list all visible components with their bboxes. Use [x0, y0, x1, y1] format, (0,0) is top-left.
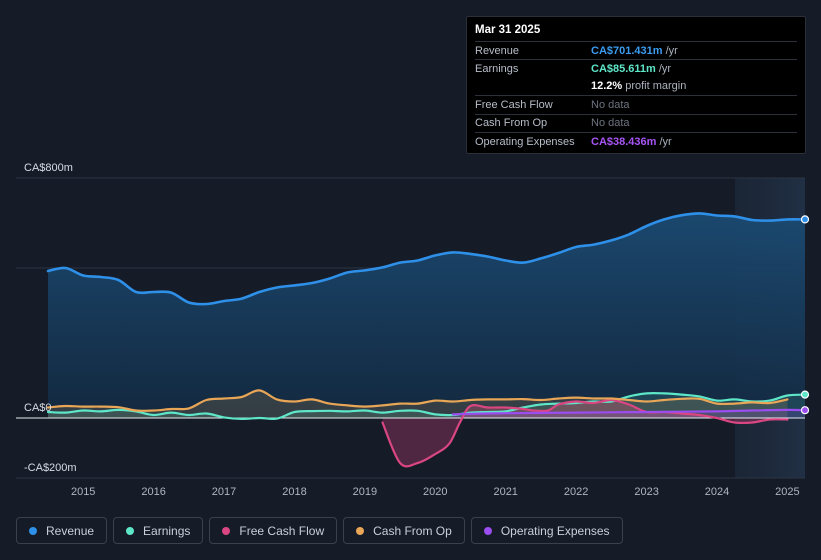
tooltip-earnings-value: CA$85.611m	[591, 63, 656, 76]
x-tick-label: 2017	[212, 486, 236, 498]
x-tick-label: 2018	[282, 486, 306, 498]
legend-operating-expenses[interactable]: Operating Expenses	[470, 517, 623, 544]
revenue-line	[46, 212, 807, 306]
y-tick-label: CA$800m	[24, 162, 73, 174]
legend-free-cash-flow[interactable]: Free Cash Flow	[209, 517, 338, 544]
tooltip-unit: profit margin	[625, 80, 687, 93]
revenue-area	[48, 213, 805, 418]
y-tick-label: -CA$200m	[24, 462, 77, 474]
x-tick-label: 2019	[353, 486, 377, 498]
legend-earnings[interactable]: Earnings	[113, 517, 204, 544]
x-tick-label: 2021	[493, 486, 517, 498]
legend-dot-icon	[29, 526, 37, 535]
x-tick-label: 2015	[71, 486, 95, 498]
cash-from-op-line	[46, 389, 789, 412]
tooltip-margin-value: 12.2%	[591, 80, 623, 93]
x-tick-label: 2025	[775, 486, 799, 498]
tooltip-label: Revenue	[475, 44, 520, 57]
legend-label: Operating Expenses	[500, 523, 610, 538]
tooltip-cfo-value: No data	[591, 117, 630, 130]
tooltip-opex-value: CA$38.436m	[591, 135, 657, 148]
tooltip-date: Mar 31 2025	[475, 24, 541, 36]
free-cash-flow-area	[382, 399, 788, 467]
tooltip-row-margin: 12.2% profit margin	[475, 78, 797, 95]
tooltip-row-opex: Operating Expenses CA$38.436m/yr	[475, 131, 797, 150]
tooltip-row-revenue: Revenue CA$701.431m/yr	[475, 41, 797, 59]
operating-expenses-line	[451, 408, 807, 416]
y-tick-label: CA$0	[24, 402, 52, 414]
tooltip-label: Operating Expenses	[475, 135, 575, 148]
tooltip-label: Cash From Op	[475, 117, 548, 130]
tooltip-unit: /yr	[665, 44, 678, 57]
tooltip: Mar 31 2025 Revenue CA$701.431m/yr Earni…	[466, 16, 806, 154]
legend: Revenue Earnings Free Cash Flow Cash Fro…	[16, 517, 623, 544]
tooltip-unit: /yr	[659, 135, 672, 148]
tooltip-unit: /yr	[658, 63, 672, 76]
x-tick-label: 2022	[564, 486, 588, 498]
tooltip-revenue-value: CA$701.431m	[591, 44, 663, 57]
tooltip-label: Earnings	[475, 63, 519, 76]
tooltip-row-earnings: Earnings CA$85.611m/yr	[475, 59, 797, 77]
x-tick-label: 2020	[423, 486, 447, 498]
x-tick-label: 2016	[141, 486, 165, 498]
legend-label: Cash From Op	[373, 523, 452, 538]
legend-revenue[interactable]: Revenue	[16, 517, 108, 544]
earnings-end-marker	[800, 390, 810, 399]
legend-label: Revenue	[46, 523, 95, 538]
legend-dot-icon	[356, 526, 365, 535]
free-cash-flow-line	[381, 398, 789, 468]
tooltip-fcf-value: No data	[591, 98, 630, 111]
tooltip-label: Free Cash Flow	[475, 98, 553, 111]
legend-dot-icon	[483, 526, 492, 535]
x-tick-label: 2024	[705, 486, 729, 498]
revenue-end-marker	[800, 215, 810, 224]
x-tick-label: 2023	[634, 486, 658, 498]
legend-label: Free Cash Flow	[239, 523, 325, 538]
legend-label: Earnings	[143, 523, 191, 538]
operating-expenses-end-marker	[800, 406, 810, 415]
tooltip-row-fcf: Free Cash Flow No data	[475, 95, 797, 113]
legend-cash-from-op[interactable]: Cash From Op	[343, 517, 465, 544]
earnings-line	[46, 392, 807, 421]
tooltip-row-cfo: Cash From Op No data	[475, 113, 797, 132]
legend-dot-icon	[126, 526, 135, 535]
legend-dot-icon	[222, 526, 231, 535]
